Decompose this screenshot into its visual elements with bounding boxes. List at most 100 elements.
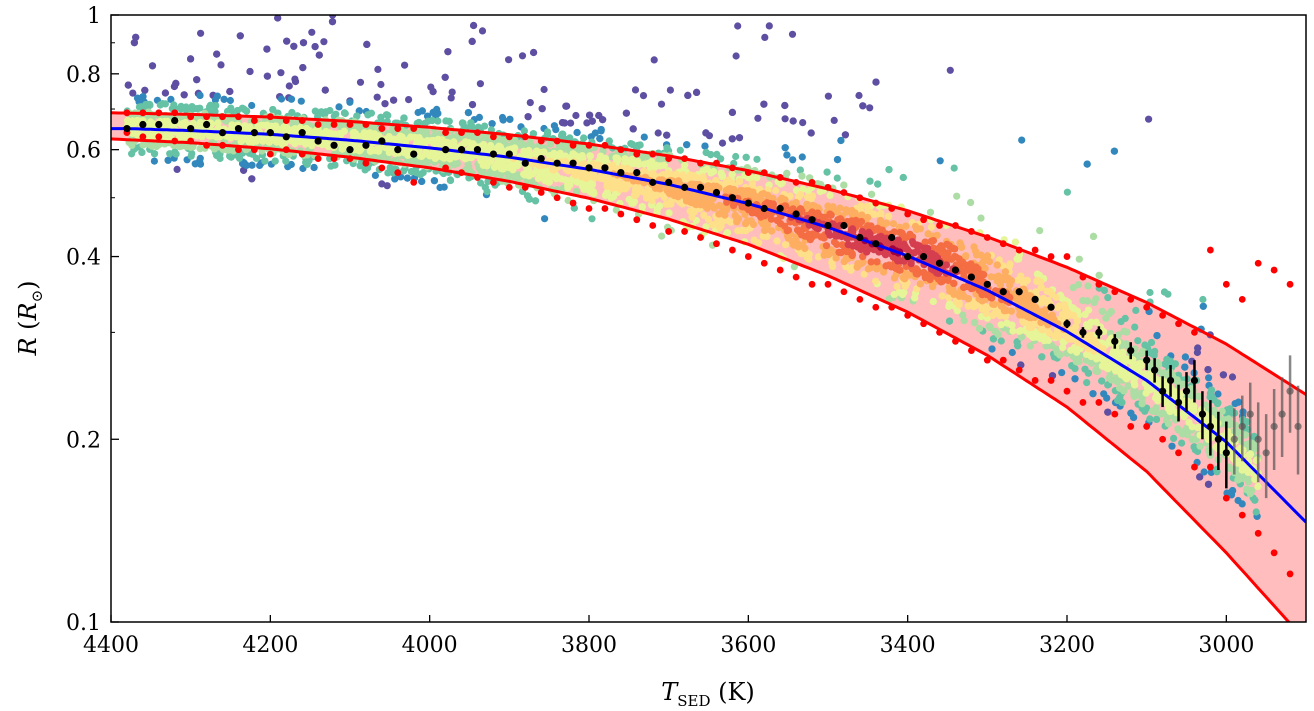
density-point (1054, 304, 1062, 312)
density-point (1056, 351, 1064, 359)
density-point (614, 156, 622, 164)
density-point (1178, 428, 1186, 436)
density-point (953, 192, 961, 200)
density-point (1063, 188, 1071, 196)
density-point (1243, 475, 1251, 483)
density-point (213, 151, 221, 160)
density-point (331, 161, 339, 169)
density-point (470, 21, 478, 30)
density-point (595, 174, 604, 182)
density-point (1036, 227, 1044, 235)
density-point (226, 87, 234, 96)
density-point (139, 93, 147, 101)
density-point (1009, 327, 1017, 335)
density-point (422, 150, 430, 158)
density-point (781, 101, 789, 110)
density-point (1067, 311, 1075, 319)
density-point (1060, 301, 1069, 309)
density-point (213, 92, 221, 100)
density-point (1087, 318, 1095, 326)
density-point (946, 66, 954, 74)
density-point (299, 64, 307, 72)
density-point (1084, 282, 1092, 290)
density-point (310, 163, 318, 172)
density-point (206, 103, 214, 111)
density-point (754, 114, 762, 122)
density-point (656, 202, 664, 210)
density-point (1017, 333, 1026, 341)
density-point (138, 148, 146, 156)
density-point (728, 108, 737, 116)
density-point (1046, 288, 1054, 296)
density-point (167, 95, 175, 103)
density-point (1052, 345, 1060, 353)
density-point (499, 116, 507, 124)
density-point (609, 161, 617, 170)
density-point (285, 82, 293, 90)
density-point (374, 65, 382, 73)
density-point (701, 142, 709, 150)
density-point (990, 300, 998, 308)
density-point (863, 202, 871, 210)
density-point (1246, 450, 1255, 458)
density-point (321, 110, 329, 118)
density-point (988, 345, 996, 353)
density-point (971, 319, 979, 327)
density-point (177, 105, 185, 113)
density-point (179, 120, 187, 128)
density-point (1204, 366, 1212, 374)
density-point (197, 29, 205, 37)
density-point (1153, 391, 1161, 399)
density-point (728, 135, 736, 143)
density-point (938, 292, 946, 300)
density-point (1207, 386, 1216, 394)
density-point (371, 171, 379, 179)
density-point (248, 101, 256, 110)
density-point (936, 157, 944, 165)
density-point (1026, 324, 1034, 332)
density-point (248, 161, 256, 169)
density-point (837, 136, 845, 145)
density-point (735, 134, 744, 142)
density-point (572, 187, 581, 195)
density-point (526, 138, 534, 146)
density-point (272, 122, 280, 130)
density-point (364, 111, 372, 119)
density-point (666, 86, 675, 94)
density-point (483, 162, 491, 170)
density-point (1155, 360, 1163, 369)
density-point (1093, 367, 1102, 376)
density-point (631, 86, 640, 94)
density-point (1173, 376, 1181, 384)
density-point (761, 33, 769, 42)
density-point (1099, 355, 1107, 363)
density-point (807, 129, 815, 137)
density-point (1145, 115, 1153, 123)
density-point (291, 77, 300, 86)
density-point (874, 180, 882, 188)
density-point (1131, 323, 1139, 331)
density-point (639, 92, 648, 100)
density-point (529, 130, 538, 138)
density-point (899, 173, 907, 182)
density-point (187, 55, 195, 63)
density-point (1196, 473, 1204, 481)
density-point (212, 102, 220, 110)
density-point (1073, 317, 1081, 325)
density-point (1018, 136, 1026, 144)
density-point (340, 109, 349, 117)
density-point (306, 127, 314, 135)
density-point (977, 214, 985, 222)
density-point (753, 174, 761, 182)
density-point (390, 164, 398, 172)
density-point (654, 129, 662, 137)
density-point (525, 146, 533, 155)
density-point (1067, 346, 1075, 354)
density-point (713, 219, 721, 227)
density-point (1069, 284, 1077, 292)
density-point (427, 137, 435, 145)
density-point (760, 100, 768, 108)
density-point (911, 222, 920, 230)
density-point (772, 186, 780, 195)
